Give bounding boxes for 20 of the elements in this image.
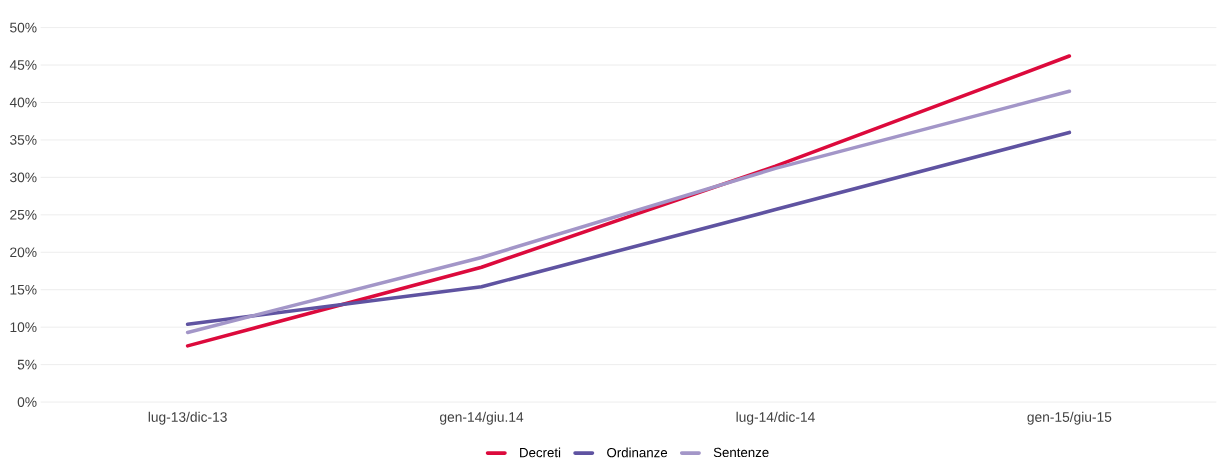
legend-label: Decreti [520,447,561,458]
y-tick-label: 45% [9,60,37,70]
y-tick-label: 35% [10,135,37,145]
x-tick-label: lug-14/dic-14 [736,411,815,425]
y-tick-label: 0% [17,397,37,407]
legend-label: Sentenze [713,447,769,458]
line-series [185,130,1072,326]
line-series [185,89,1072,335]
x-tick-label: lug-13/dic-13 [148,411,227,425]
x-tick-label: gen-14/giu.14 [439,411,524,425]
y-tick-label: 40% [9,97,37,108]
y-tick-label: 15% [10,284,37,295]
y-tick-label: 50% [10,22,37,33]
y-tick-label: 20% [10,247,37,258]
y-tick-label: 30% [10,172,37,183]
y-tick-label: 25% [10,209,37,220]
legend-label: Ordinanze [607,447,668,458]
y-tick-label: 5% [17,359,37,370]
y-tick-label: 10% [10,322,37,332]
x-tick-label: gen-15/giu-15 [1027,411,1112,425]
